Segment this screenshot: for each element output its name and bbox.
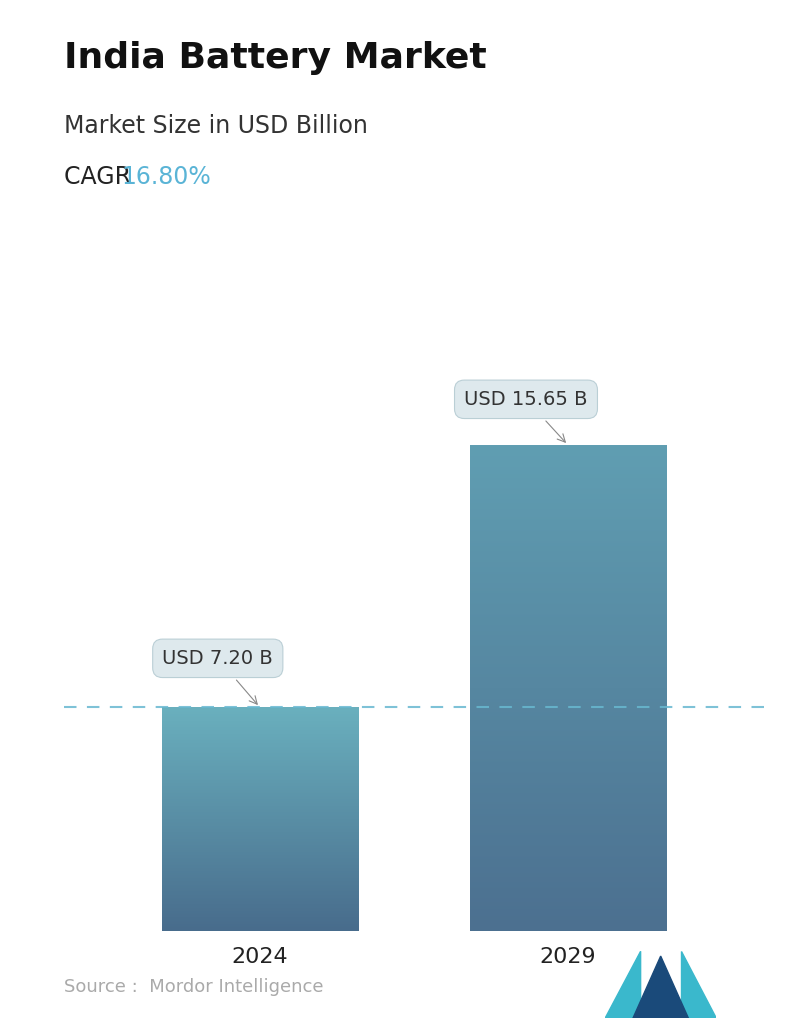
Text: 16.80%: 16.80% — [121, 165, 211, 189]
Polygon shape — [681, 951, 716, 1018]
Text: India Battery Market: India Battery Market — [64, 41, 486, 75]
Text: Source :  Mordor Intelligence: Source : Mordor Intelligence — [64, 978, 323, 997]
Text: Market Size in USD Billion: Market Size in USD Billion — [64, 114, 368, 138]
Polygon shape — [633, 956, 689, 1018]
Text: CAGR: CAGR — [64, 165, 146, 189]
Text: USD 7.20 B: USD 7.20 B — [162, 648, 273, 704]
Polygon shape — [605, 951, 641, 1018]
Text: USD 15.65 B: USD 15.65 B — [464, 390, 587, 443]
